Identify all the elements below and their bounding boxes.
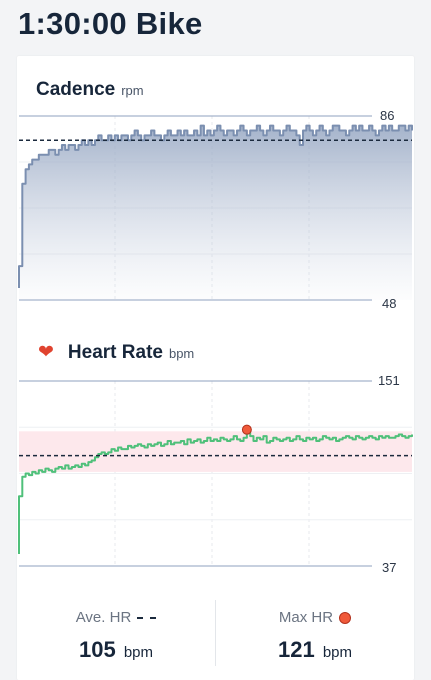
charts-card: Cadence rpm 86 48 ❤ Heart Rate bpm 151 3… — [17, 56, 414, 680]
avg-hr-label: Ave. HR — [75, 609, 132, 626]
charts-canvas — [18, 115, 413, 567]
max-hr-value: 121 — [277, 637, 315, 662]
heart-rate-unit: bpm — [168, 346, 195, 361]
cadence-ymax-label: 86 — [380, 108, 395, 123]
avg-hr-value-row: 105 bpm — [17, 637, 215, 663]
hr-stats: Ave. HR 105 bpm Max HR 121 bpm — [17, 600, 414, 666]
cadence-area — [19, 125, 412, 301]
cadence-unit: rpm — [121, 83, 144, 98]
max-hr-value-row: 121 bpm — [216, 637, 414, 663]
heart-rate-title: Heart Rate — [67, 342, 163, 363]
hr-ymin-label: 37 — [382, 560, 397, 575]
heart-rate-header: ❤ Heart Rate bpm — [38, 342, 194, 364]
max-marker-icon — [339, 611, 352, 624]
max-hr-unit: bpm — [322, 644, 353, 661]
cadence-series-line — [18, 124, 413, 288]
avg-hr-value: 105 — [78, 637, 116, 662]
cadence-ymin-label: 48 — [382, 296, 397, 311]
dashed-line-icon — [137, 616, 157, 619]
max-hr-stat: Max HR 121 bpm — [215, 600, 414, 666]
hr-series-line — [18, 428, 413, 554]
cadence-title: Cadence — [36, 79, 116, 100]
cadence-header: Cadence rpm — [36, 79, 144, 101]
hr-ymax-label: 151 — [378, 373, 400, 388]
avg-hr-label-row: Ave. HR — [17, 609, 215, 626]
page-title: 1:30:00 Bike — [18, 6, 203, 41]
avg-hr-unit: bpm — [123, 644, 154, 661]
max-hr-label: Max HR — [278, 609, 334, 626]
avg-hr-stat: Ave. HR 105 bpm — [17, 600, 215, 666]
max-hr-label-row: Max HR — [216, 609, 414, 626]
hr-max-point — [241, 424, 252, 435]
heart-icon: ❤ — [38, 342, 54, 363]
